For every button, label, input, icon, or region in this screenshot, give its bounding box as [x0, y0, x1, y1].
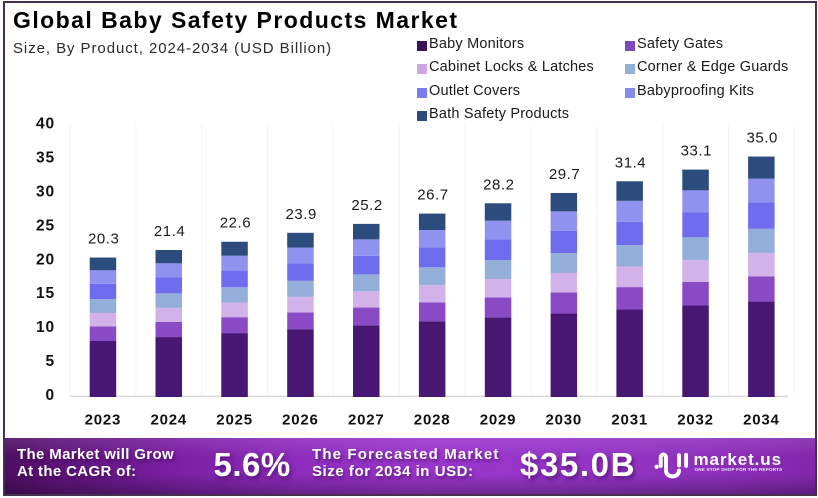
svg-text:2028: 2028	[414, 412, 451, 429]
svg-text:2030: 2030	[546, 412, 583, 429]
svg-text:15: 15	[36, 285, 55, 302]
svg-text:31.4: 31.4	[615, 154, 646, 171]
svg-text:2023: 2023	[85, 412, 122, 429]
svg-text:10: 10	[36, 319, 55, 336]
svg-text:21.4: 21.4	[154, 223, 185, 240]
svg-text:2024: 2024	[151, 412, 188, 429]
svg-text:0: 0	[45, 387, 55, 404]
svg-text:25.2: 25.2	[351, 197, 382, 214]
svg-text:26.7: 26.7	[417, 187, 448, 204]
svg-text:30: 30	[36, 183, 55, 200]
svg-text:40: 40	[36, 116, 55, 133]
svg-text:23.9: 23.9	[285, 206, 316, 223]
svg-text:2027: 2027	[348, 412, 385, 429]
svg-text:28.2: 28.2	[483, 176, 514, 193]
svg-text:2026: 2026	[282, 412, 319, 429]
svg-text:35: 35	[36, 149, 55, 166]
svg-text:33.1: 33.1	[681, 143, 712, 160]
svg-text:2032: 2032	[677, 412, 714, 429]
svg-text:20.3: 20.3	[88, 231, 119, 248]
svg-text:2025: 2025	[216, 412, 253, 429]
svg-text:2029: 2029	[480, 412, 517, 429]
svg-text:25: 25	[36, 217, 55, 234]
svg-text:20: 20	[36, 251, 55, 268]
svg-text:2031: 2031	[611, 412, 648, 429]
svg-text:22.6: 22.6	[220, 215, 251, 232]
svg-text:35.0: 35.0	[746, 130, 777, 147]
svg-text:2034: 2034	[743, 412, 780, 429]
svg-text:5: 5	[45, 353, 55, 370]
svg-text:29.7: 29.7	[549, 166, 580, 183]
